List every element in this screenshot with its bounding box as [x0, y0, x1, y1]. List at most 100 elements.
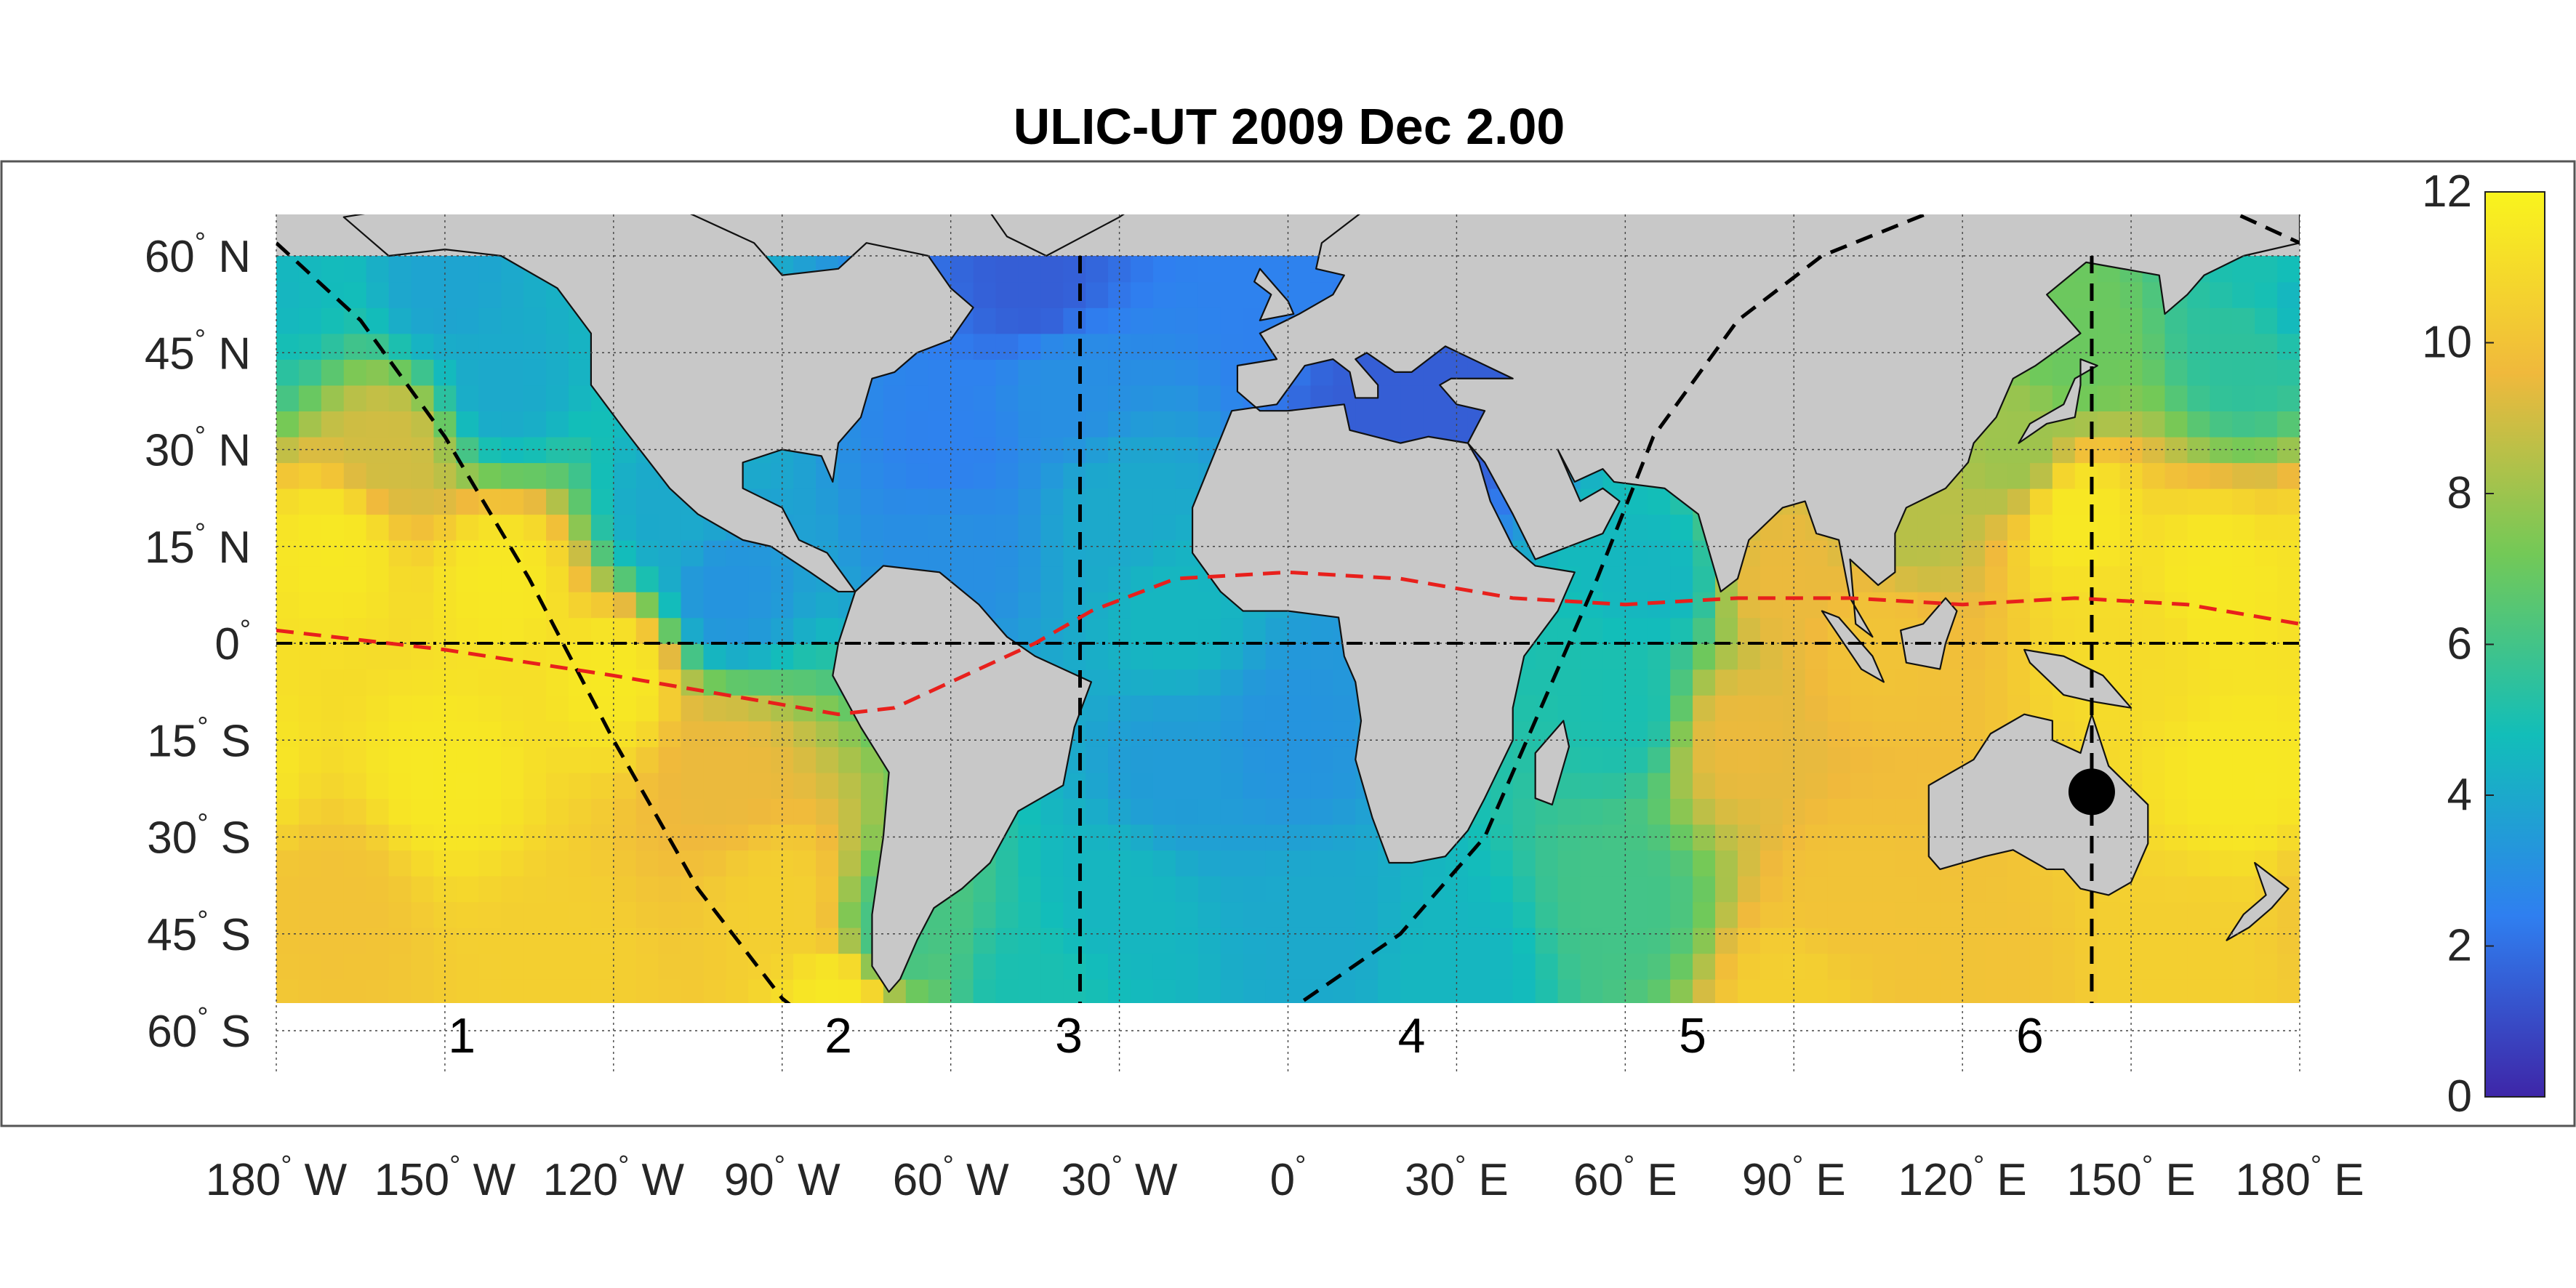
field-cell: [1175, 746, 1199, 773]
field-cell: [1243, 746, 1267, 773]
field-cell: [1018, 978, 1042, 1003]
field-cell: [1131, 411, 1154, 438]
field-cell: [726, 850, 750, 877]
field-cell: [366, 359, 390, 386]
field-cell: [973, 539, 997, 567]
field-cell: [1152, 643, 1176, 670]
field-cell: [2052, 875, 2076, 903]
field-cell: [2074, 617, 2098, 644]
field-cell: [703, 591, 727, 619]
field-cell: [411, 333, 435, 360]
field-cell: [1490, 850, 1514, 877]
field-cell: [1175, 617, 1199, 644]
field-cell: [411, 669, 435, 696]
field-cell: [2210, 333, 2234, 360]
field-cell: [1220, 798, 1244, 825]
field-cell: [569, 1005, 592, 1031]
field-cell: [276, 333, 300, 360]
field-cell: [1243, 953, 1267, 980]
field-cell: [2142, 901, 2166, 928]
field-cell: [1197, 591, 1221, 619]
field-cell: [1872, 901, 1896, 928]
field-cell: [590, 514, 614, 541]
field-cell: [659, 1005, 682, 1031]
field-cell: [501, 591, 524, 619]
field-cell: [928, 953, 952, 980]
field-cell: [1625, 720, 1649, 747]
field-cell: [343, 720, 367, 747]
field-cell: [1310, 927, 1334, 954]
field-cell: [1715, 1005, 1738, 1031]
field-cell: [2164, 875, 2188, 903]
field-cell: [546, 746, 569, 773]
field-cell: [523, 850, 547, 877]
field-cell: [1220, 643, 1244, 670]
field-cell: [1940, 720, 1963, 747]
field-cell: [635, 746, 659, 773]
field-cell: [1063, 978, 1086, 1003]
field-cell: [321, 591, 345, 619]
field-cell: [1131, 643, 1154, 670]
field-cell: [343, 953, 367, 980]
field-cell: [1602, 565, 1626, 592]
field-cell: [1648, 746, 1671, 773]
field-cell: [411, 927, 435, 954]
field-cell: [478, 720, 502, 747]
field-cell: [1580, 617, 1604, 644]
field-cell: [860, 772, 884, 799]
field-cell: [1400, 411, 1424, 438]
field-cell: [1152, 462, 1176, 489]
field-cell: [590, 850, 614, 877]
field-cell: [995, 539, 1019, 567]
field-cell: [1445, 875, 1469, 903]
field-cell: [1602, 720, 1626, 747]
field-cell: [1040, 901, 1064, 928]
field-cell: [276, 1005, 300, 1031]
field-cell: [1895, 746, 1919, 773]
field-cell: [1220, 307, 1244, 334]
field-cell: [321, 695, 345, 722]
field-cell: [1760, 591, 1783, 619]
field-cell: [1086, 746, 1109, 773]
field-cell: [1086, 617, 1109, 644]
field-cell: [1895, 591, 1919, 619]
field-cell: [2187, 411, 2211, 438]
field-cell: [1131, 978, 1154, 1003]
field-cell: [1917, 901, 1941, 928]
field-cell: [1513, 1005, 1536, 1031]
field-cell: [1737, 798, 1761, 825]
field-cell: [995, 307, 1019, 334]
field-cell: [748, 565, 772, 592]
field-cell: [950, 359, 974, 386]
field-cell: [298, 901, 322, 928]
colorbar-tick-label: 10: [2422, 318, 2472, 368]
field-cell: [635, 539, 659, 567]
field-cell: [388, 695, 412, 722]
axis-tick-label: 180° E: [2235, 1151, 2364, 1205]
field-cell: [1917, 927, 1941, 954]
field-cell: [478, 850, 502, 877]
field-cell: [298, 565, 322, 592]
field-cell: [1018, 927, 1042, 954]
field-cell: [1040, 307, 1064, 334]
field-cell: [681, 798, 705, 825]
field-cell: [478, 333, 502, 360]
field-cell: [321, 539, 345, 567]
field-cell: [681, 539, 705, 567]
field-cell: [568, 539, 592, 567]
field-cell: [456, 772, 480, 799]
field-cell: [1265, 927, 1289, 954]
field-cell: [1827, 746, 1851, 773]
field-cell: [546, 539, 569, 567]
field-cell: [1895, 798, 1919, 825]
field-cell: [2007, 488, 2031, 515]
field-cell: [2142, 695, 2166, 722]
field-cell: [411, 514, 435, 541]
field-cell: [2164, 978, 2188, 1003]
field-cell: [1086, 720, 1109, 747]
field-cell: [1737, 669, 1761, 696]
field-cell: [298, 488, 322, 515]
field-cell: [1535, 901, 1559, 928]
field-cell: [2232, 617, 2255, 644]
